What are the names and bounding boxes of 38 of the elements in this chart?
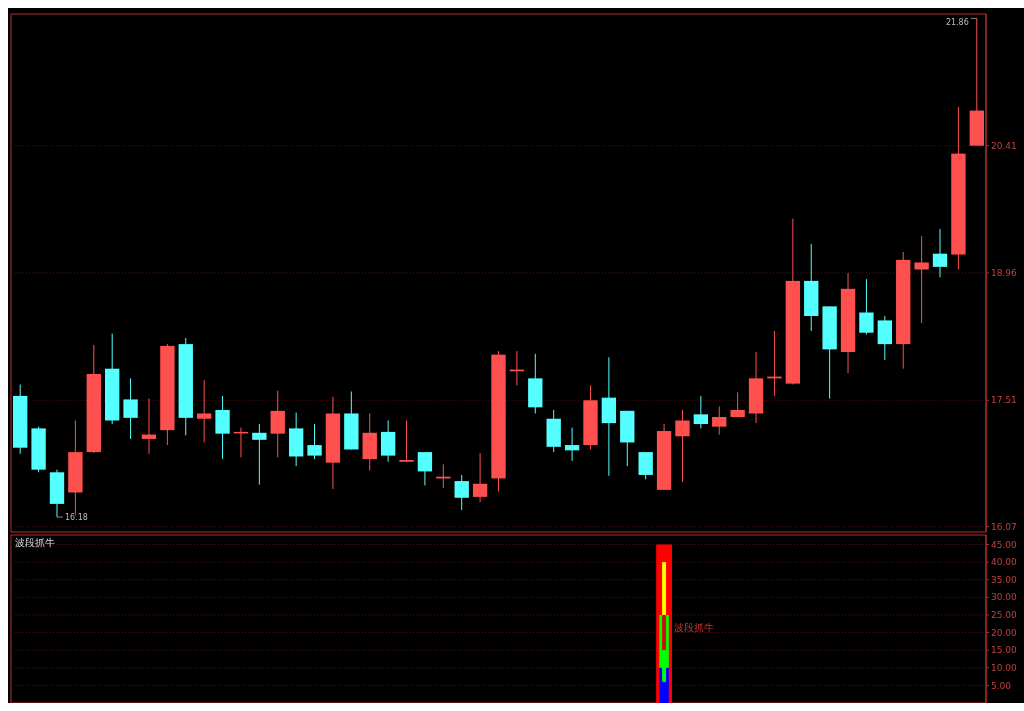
candlestick [270, 390, 285, 458]
candlestick [472, 452, 488, 503]
y-tick-label: 16.07 [991, 521, 1017, 532]
y-tick-label: 40.00 [991, 557, 1018, 568]
candlestick [564, 427, 580, 462]
candlestick [693, 395, 709, 429]
candlestick [914, 235, 929, 324]
y-tick-label: 45.00 [991, 539, 1018, 550]
candlestick [380, 420, 396, 463]
candlestick [307, 423, 322, 460]
y-tick-label: 5.00 [991, 680, 1012, 691]
candlestick [932, 228, 948, 278]
y-tick-label: 10.00 [991, 662, 1018, 673]
y-tick-label: 35.00 [991, 574, 1018, 585]
y-tick-label: 15.00 [991, 645, 1018, 656]
y-tick-label: 17.51 [991, 395, 1017, 406]
annotation: 21.86 [945, 18, 969, 28]
candlestick [877, 315, 892, 361]
candlestick [123, 377, 138, 440]
candlestick [712, 405, 727, 436]
candlestick [675, 409, 690, 483]
candlestick [859, 278, 874, 335]
y-tick-label: 20.41 [991, 140, 1017, 151]
annotation: 16.18 [64, 512, 88, 522]
candlestick [454, 474, 469, 511]
candlestick [252, 423, 267, 486]
candlestick [638, 451, 653, 480]
y-tick-label: 30.00 [991, 592, 1018, 603]
chart-title: 波段抓牛 [15, 537, 55, 548]
annotation: 波段抓牛 [674, 621, 715, 633]
y-tick-label: 20.00 [991, 627, 1018, 638]
y-tick-label: 18.96 [991, 268, 1018, 279]
candlestick [399, 420, 414, 463]
candlestick [215, 395, 230, 460]
y-tick-label: 25.00 [991, 610, 1018, 621]
candlestick [196, 379, 212, 443]
candlestick [417, 451, 433, 486]
candlestick [730, 391, 745, 418]
